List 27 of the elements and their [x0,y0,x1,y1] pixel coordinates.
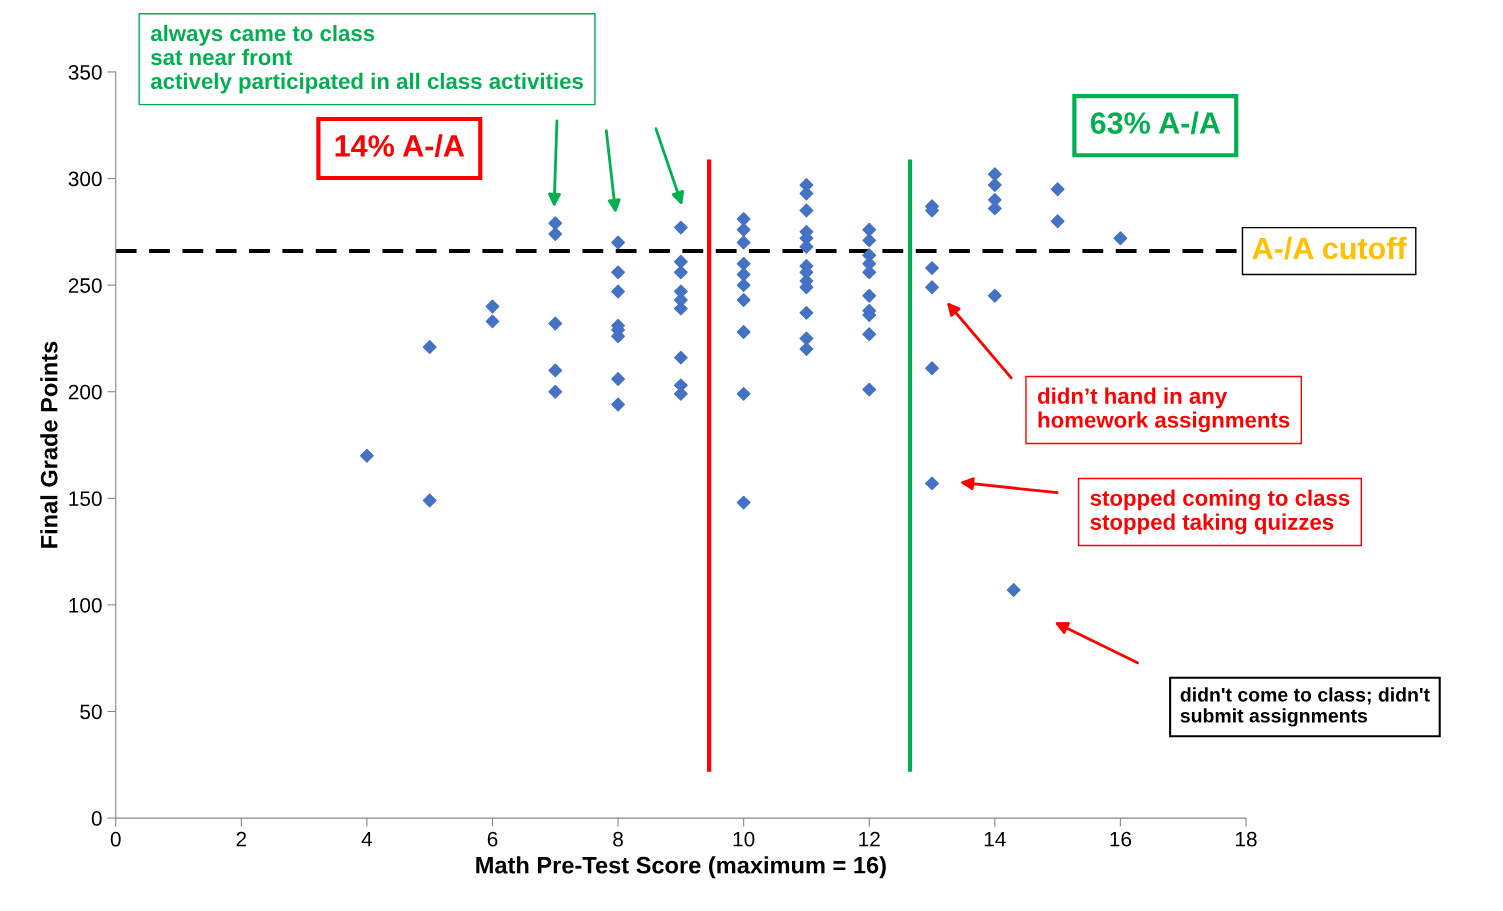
annotation: didn't come to class; didn't submit assignments [1180,687,1430,727]
annotation: didn’t hand in any homework assignments [1037,387,1290,433]
y-tick-label: 300 [68,171,102,187]
y-tick-label: 100 [69,597,102,613]
y-tick-label: 150 [69,491,102,507]
annotation: stopped coming to class stopped taking quizzes [1090,489,1350,535]
x-tick-label: 0 [110,831,121,847]
x-tick-label: 4 [361,832,373,847]
y-tick-label: 200 [68,384,102,400]
y-tick-label: 250 [68,278,102,293]
annotation: 63% A-/A [1090,111,1221,135]
x-tick-label: 16 [1110,831,1132,847]
x-tick-label: 2 [236,831,247,847]
y-tick-label: 0 [91,811,102,826]
x-tick-label: 6 [487,831,498,847]
annotation: always came to class sat near front actively participated in all class activities [150,24,583,94]
x-tick-label: 14 [984,832,1006,847]
ref-line-label: A-/A cutoff [1252,236,1407,260]
x-tick-label: 8 [613,831,623,847]
x-tick-label: 12 [859,831,880,847]
x-axis-title: Math Pre-Test Score (maximum = 16) [476,856,886,879]
annotation: 14% A-/A [335,134,465,158]
y-tick-label: 50 [80,704,102,720]
x-tick-label: 18 [1235,831,1257,847]
y-axis-title: Final Grade Points [40,341,58,548]
x-tick-label: 10 [733,831,755,847]
y-tick-label: 350 [68,64,102,80]
